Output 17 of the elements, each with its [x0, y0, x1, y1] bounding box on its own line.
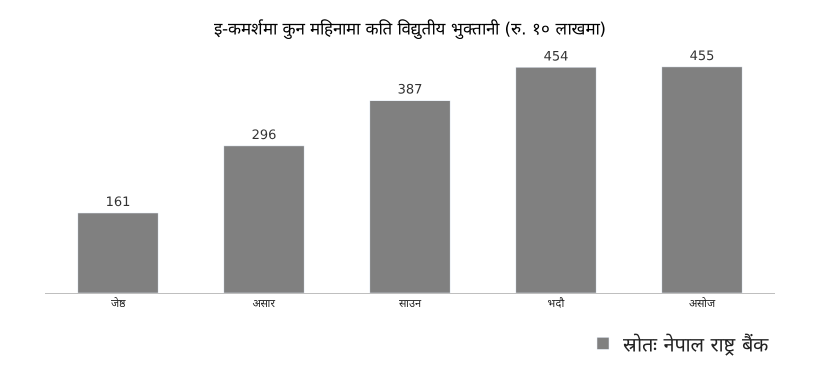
data-label: 455 [690, 48, 714, 64]
x-tick-label: असार [252, 297, 276, 310]
chart-title: इ-कमर्शमा कुन महिनामा कति विद्युतीय भुक्तानी (रु. १० लाखमा) [214, 18, 606, 40]
data-label: 387 [398, 82, 422, 98]
data-label: 454 [544, 49, 568, 64]
x-tick-label: असोज [689, 297, 716, 310]
bar [662, 66, 742, 293]
x-tick-label: भदौ [548, 297, 564, 310]
data-label: 161 [106, 195, 130, 210]
bar [78, 212, 158, 293]
x-tick-label: जेष्ठ [111, 297, 126, 310]
x-tick-label: साउन [399, 297, 422, 310]
legend-label: स्रोतः नेपाल राष्ट्र बैंक [623, 332, 770, 356]
bar [224, 146, 304, 293]
data-label: 296 [252, 128, 276, 143]
bar [516, 67, 596, 293]
bar [370, 100, 450, 293]
